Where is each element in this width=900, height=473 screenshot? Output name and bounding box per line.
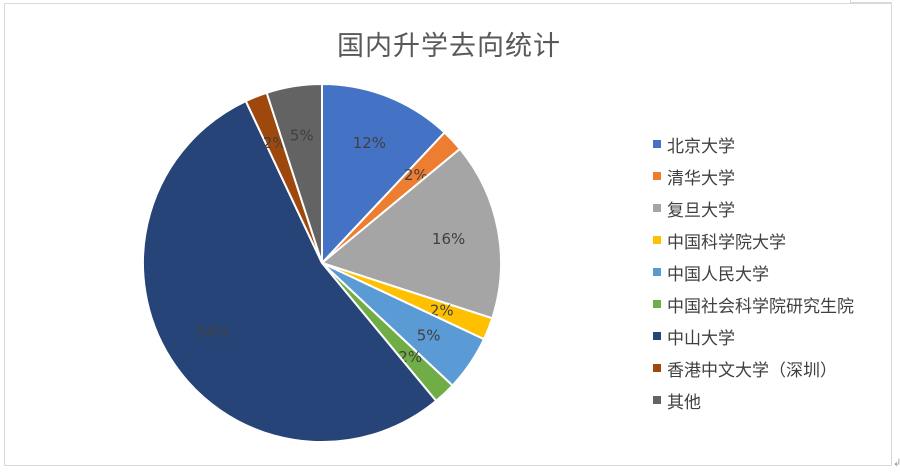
legend-swatch-1 [653, 172, 661, 180]
data-label-0: 12% [353, 134, 386, 152]
legend-swatch-2 [653, 204, 661, 212]
data-label-6: 54% [197, 323, 230, 341]
pie-slice-0 [321, 82, 446, 266]
data-label-3: 2% [430, 301, 454, 319]
legend-label-0: 北京大学 [667, 136, 735, 157]
legend-item-8: 其他 [653, 384, 854, 416]
legend-label-8: 其他 [667, 392, 701, 413]
legend-swatch-8 [653, 396, 661, 404]
legend-item-1: 清华大学 [653, 160, 854, 192]
legend-label-5: 中国社会科学院研究生院 [667, 296, 854, 317]
pie-chart: 12%2%16%2%5%2%54%2% 5% [142, 82, 502, 444]
chart-title: 国内升学去向统计 [337, 31, 561, 62]
legend-item-3: 中国科学院大学 [653, 224, 854, 256]
chart-area: 国内升学去向统计 12% 2% 16% 2% 5% 2% 54% 2% 5% 北京大学 清华大学复… [4, 3, 892, 466]
frame-corner-mark [850, 0, 892, 3]
pie-slice-2 [319, 147, 502, 320]
legend-item-7: 香港中文大学（深圳） [653, 352, 854, 384]
legend-label-3: 中国科学院大学 [667, 232, 786, 253]
legend: 北京大学清华大学复旦大学中国科学院大学 中国人民大学中国社会科学院研究生院 中山大学… [653, 128, 854, 416]
paragraph-mark: ↲ [893, 458, 900, 469]
legend-swatch-4 [653, 268, 661, 276]
data-label-4: 5% [417, 326, 441, 344]
legend-item-2: 复旦大学 [653, 192, 854, 224]
data-label-8: 5% [290, 127, 314, 145]
legend-label-2: 复旦大学 [667, 200, 735, 221]
legend-item-4: 中国人民大学 [653, 256, 854, 288]
legend-swatch-7 [653, 364, 661, 372]
legend-swatch-6 [653, 332, 661, 340]
data-label-7: 2% [263, 134, 287, 152]
legend-swatch-3 [653, 236, 661, 244]
pie-slice-8 [265, 82, 323, 264]
legend-item-5: 中国社会科学院研究生院 [653, 288, 854, 320]
legend-label-7: 香港中文大学（深圳） [667, 360, 837, 381]
legend-swatch-0 [653, 140, 661, 148]
legend-swatch-5 [653, 300, 661, 308]
data-label-2: 16% [432, 230, 465, 248]
legend-label-6: 中山大学 [667, 328, 735, 349]
pie-slice-6 [142, 99, 438, 444]
legend-label-4: 中国人民大学 [667, 264, 769, 285]
legend-label-1: 清华大学 [667, 168, 735, 189]
legend-item-0: 北京大学 [653, 128, 854, 160]
legend-item-6: 中山大学 [653, 320, 854, 352]
